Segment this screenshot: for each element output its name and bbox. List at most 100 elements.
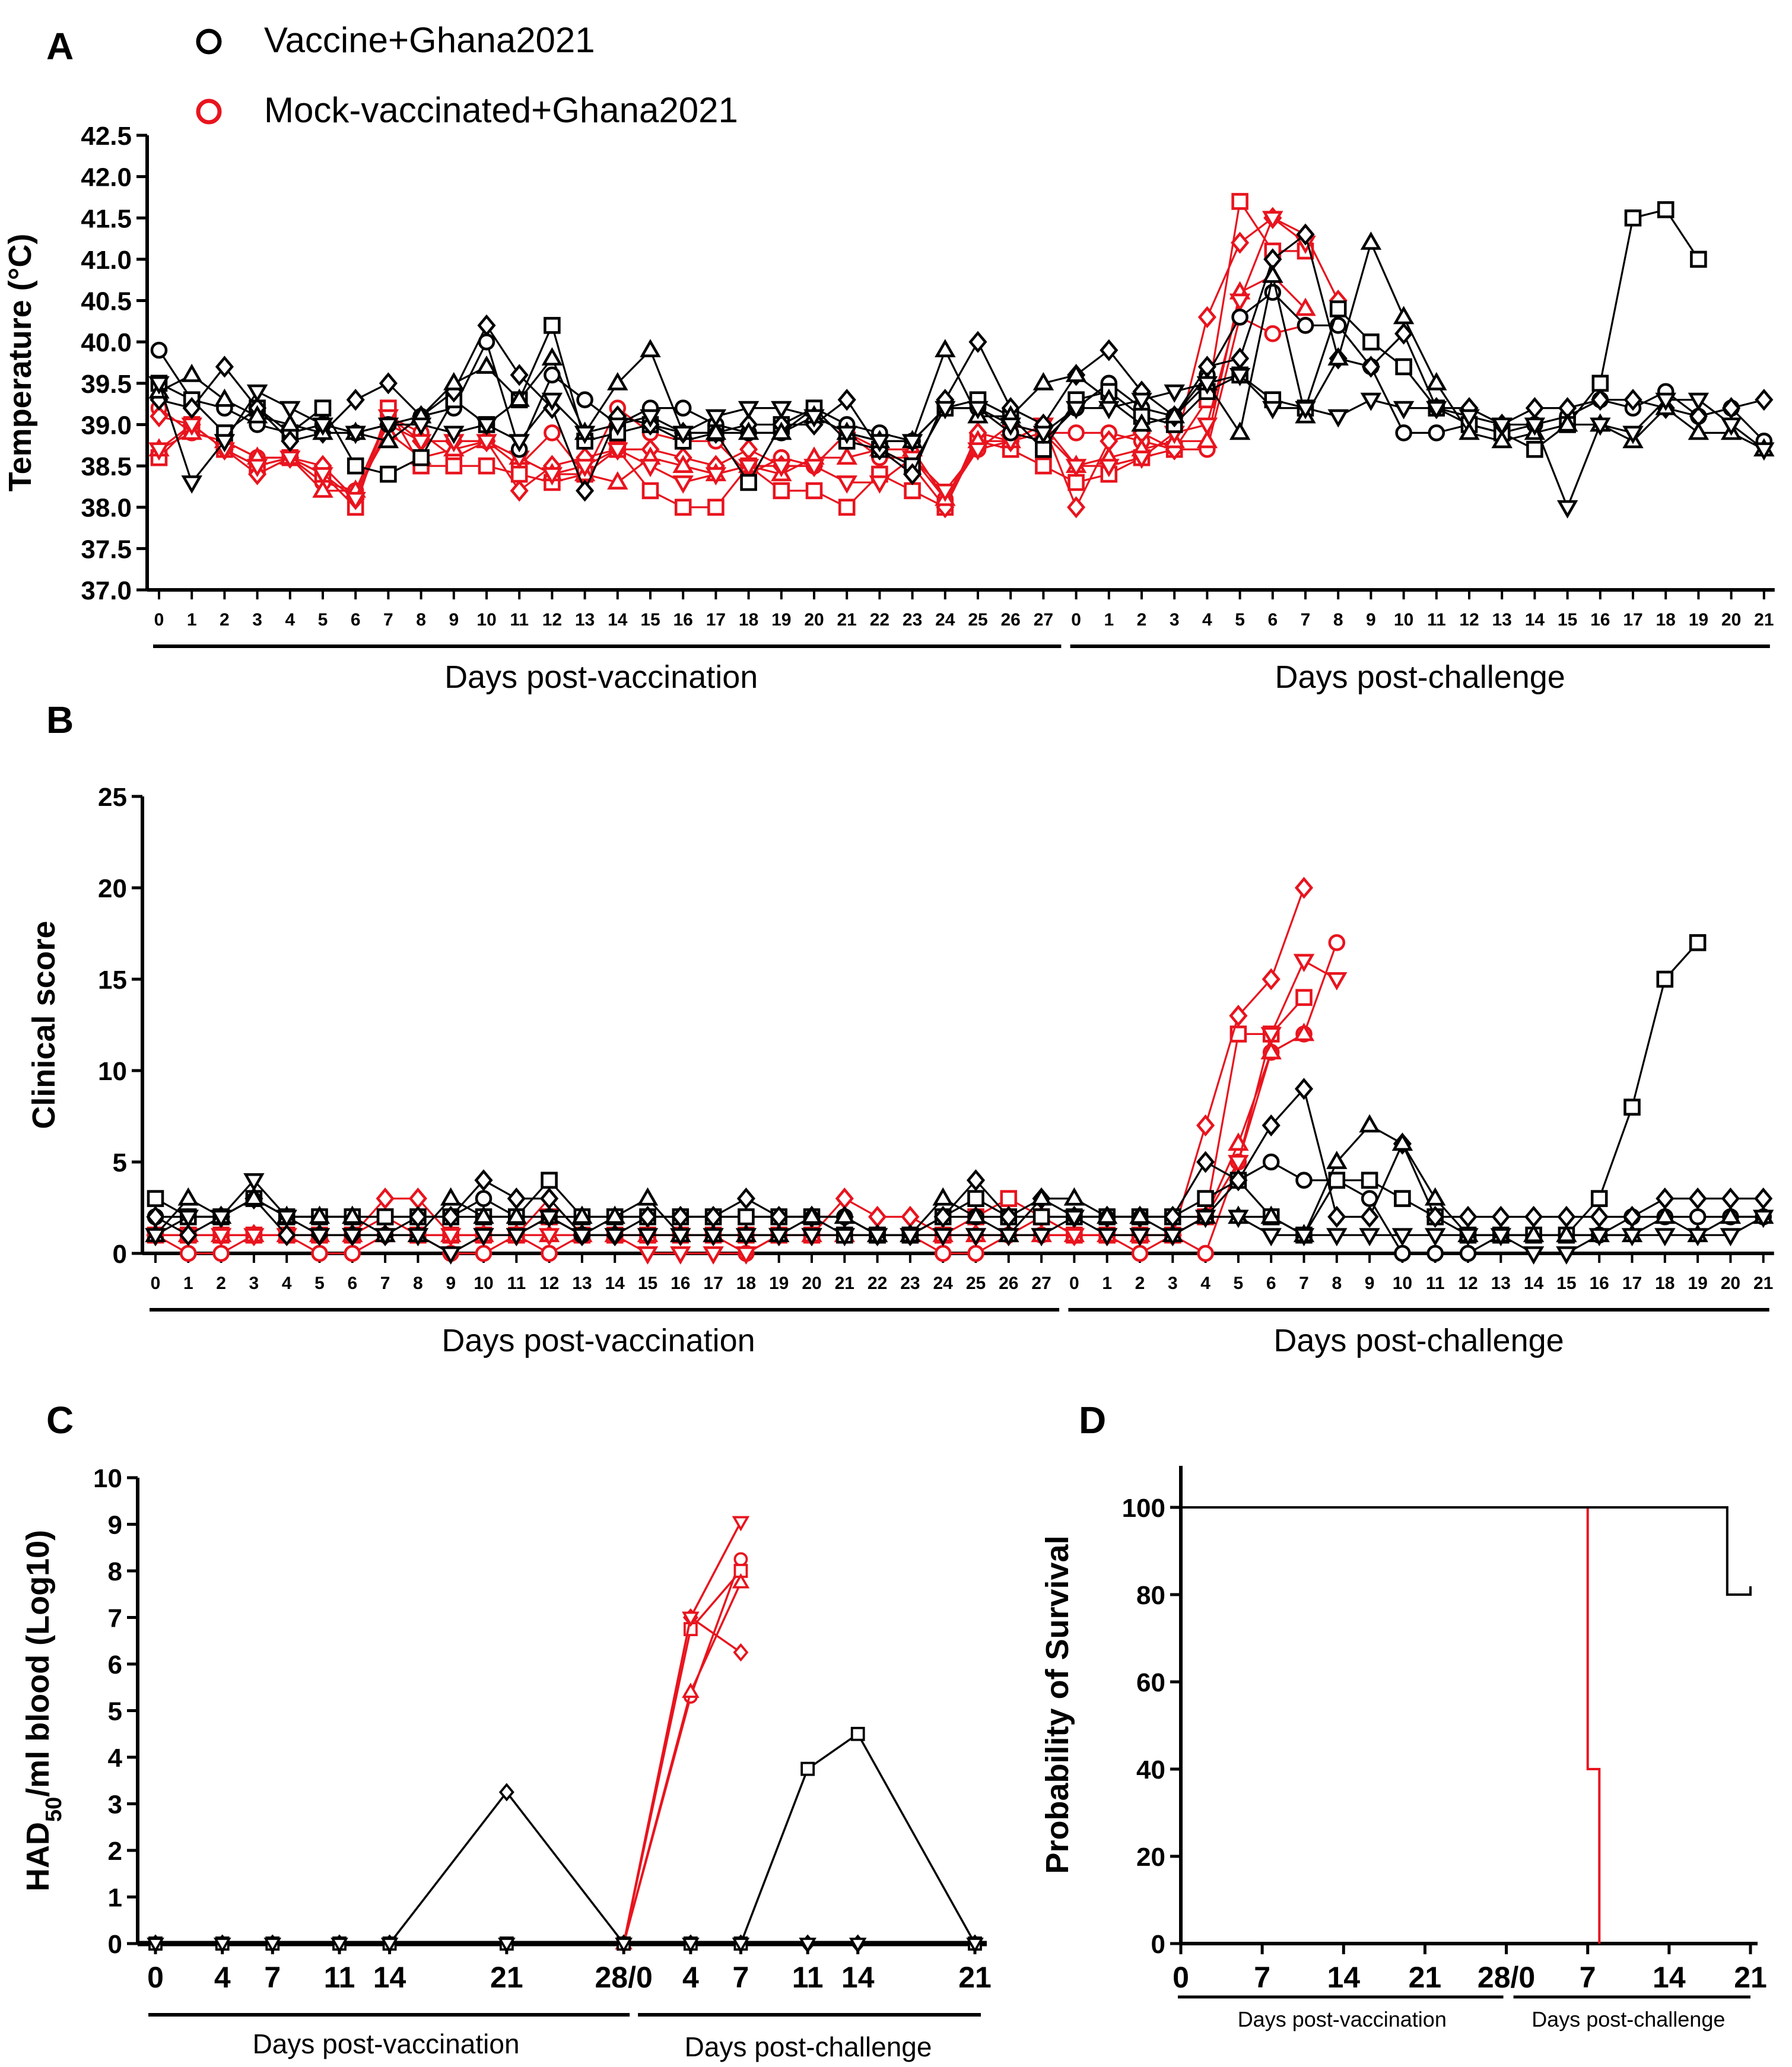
- panel-b-series-vaccine-triangle-down-point: [1391, 1228, 1413, 1247]
- panel-b-series-vaccine-diamond-point: [1656, 1188, 1675, 1210]
- panel-a-series-vaccine-triangle-down-point: [246, 384, 268, 403]
- panel-d-x-tick-label: 28/0: [1478, 1961, 1535, 1994]
- panel-c-x-tick-label: 21: [490, 1961, 523, 1994]
- legend-mock-label: Mock-vaccinated+Ghana2021: [264, 90, 738, 130]
- panel-a-series-vaccine-square-point: [1591, 374, 1609, 392]
- panel-b-series-vaccine-triangle-up-point: [1129, 1205, 1151, 1224]
- panel-c-y-label-main: HAD: [20, 1822, 56, 1891]
- panel-a-series-vaccine-diamond-point: [379, 372, 398, 395]
- panel-b-series-vaccine-square-point: [738, 1208, 755, 1225]
- panel-a-x-tick-label: 17: [1623, 610, 1642, 630]
- panel-b-series-vaccine-triangle-down-point: [571, 1228, 593, 1247]
- panel-a-x-tick-label: 17: [706, 610, 726, 630]
- panel-c-challenge-label: Days post-challenge: [685, 2031, 932, 2062]
- panel-a-series-mock-circle-point: [1067, 424, 1085, 442]
- panel-b-series-vaccine-triangle-down-point: [900, 1228, 921, 1247]
- panel-d-y-tick-label: 40: [1136, 1755, 1165, 1785]
- panel-a-x-tick-label: 21: [1754, 610, 1774, 630]
- panel-a-x-tick-label: 25: [968, 610, 987, 630]
- panel-b-series-mock-diamond-point: [901, 1205, 920, 1228]
- panel-a-series-vaccine-triangle-up-point: [1262, 264, 1283, 283]
- panel-b-series-mock-circle-point: [934, 1244, 952, 1262]
- panel-a-x-tick-label: 3: [1170, 610, 1180, 630]
- panel-a-series-mock-triangle-down-point: [640, 459, 661, 478]
- panel-a-series-mock-triangle-down-point: [771, 459, 792, 478]
- panel-b-series-mock-diamond-point: [1196, 1114, 1215, 1136]
- panel-b-x-tick-label: 3: [1168, 1274, 1178, 1293]
- panel-b-series-mock-triangle-down-point: [637, 1246, 659, 1265]
- panel-b-series-vaccine-diamond-point: [1426, 1205, 1445, 1228]
- panel-a-series-mock-triangle-down-point: [935, 483, 956, 502]
- panel-a-x-tick-label: 0: [1071, 610, 1081, 630]
- panel-a-series-mock-circle-point: [1264, 325, 1282, 342]
- panel-a-series-mock-triangle-down-point: [672, 475, 694, 494]
- panel-b-y-tick-label: 15: [98, 966, 127, 995]
- panel-b-series-mock-triangle-up-point: [1293, 1023, 1315, 1042]
- panel-a-series-vaccine-triangle-down-point: [1164, 384, 1185, 403]
- panel-a-x-tick-label: 14: [608, 610, 628, 630]
- panel-a-series-vaccine-diamond-point: [1296, 223, 1315, 246]
- panel-b-series-vaccine-triangle-down-point: [210, 1209, 232, 1228]
- panel-c-series-vaccine-triangle-down-point: [331, 1938, 348, 1953]
- panel-a-series-vaccine-diamond-point: [837, 389, 856, 411]
- panel-b-series-vaccine-triangle-down-point: [703, 1228, 724, 1247]
- panel-a-series-vaccine-triangle-down-point: [476, 417, 497, 436]
- panel-b-x-tick-label: 2: [216, 1274, 226, 1293]
- panel-a-series-mock-square-point: [674, 499, 692, 516]
- panel-a-y-tick-label: 40.0: [81, 328, 132, 357]
- panel-a-x-tick-label: 7: [383, 610, 393, 630]
- panel-b-series-vaccine-diamond-point: [1262, 1114, 1281, 1136]
- panel-a-series-vaccine-triangle-down-point: [1655, 392, 1676, 411]
- panel-b-x-tick-label: 12: [539, 1274, 559, 1293]
- panel-c-y-tick-label: 5: [108, 1697, 122, 1726]
- panel-b-series-vaccine-triangle-down-point: [932, 1228, 954, 1247]
- panel-c-series-vaccine-square-point: [800, 1761, 815, 1776]
- panel-a-series-vaccine-triangle-up-point: [607, 372, 628, 390]
- panel-a-series-vaccine-triangle-down-point: [345, 426, 366, 444]
- panel-a-series-vaccine-square-point: [1362, 333, 1380, 351]
- panel-b-series-vaccine-triangle-down-point: [243, 1173, 265, 1192]
- panel-b-x-tick-label: 5: [1234, 1274, 1244, 1293]
- panel-a-series-vaccine-diamond-point: [576, 480, 595, 502]
- panel-c-y-label-rest: /ml blood (Log10): [20, 1530, 56, 1797]
- panel-c-series-vaccine-triangle-down-point: [213, 1938, 231, 1953]
- panel-a-series-mock-triangle-down-point: [148, 442, 170, 461]
- panel-a-series-mock-triangle-down-point: [312, 467, 333, 485]
- panel-b-series-mock-diamond-point: [1294, 877, 1314, 899]
- panel-d-x-tick-label: 7: [1580, 1961, 1596, 1994]
- panel-d-challenge-label: Days post-challenge: [1532, 2007, 1725, 2031]
- panel-d-x-tick-label: 14: [1653, 1961, 1686, 1994]
- panel-a-series-vaccine-triangle-down-point: [1196, 376, 1218, 395]
- panel-b-series-vaccine-triangle-up-point: [1359, 1114, 1380, 1133]
- panel-b-series-vaccine-triangle-down-point: [866, 1228, 888, 1247]
- panel-b-y-tick-label: 0: [113, 1240, 127, 1269]
- panel-a-y-tick-label: 42.5: [81, 122, 132, 151]
- panel-c-series-vaccine-triangle-down-point: [147, 1938, 164, 1953]
- panel-a-series-mock-triangle-up-point: [312, 479, 333, 498]
- panel-b-x-tick-label: 3: [249, 1274, 259, 1293]
- panel-a-series-mock-triangle-down-point: [1065, 459, 1087, 478]
- panel-b-series-vaccine-triangle-down-point: [145, 1228, 166, 1247]
- panel-a-series-vaccine-triangle-down-point: [279, 401, 301, 420]
- panel-a-series-vaccine-triangle-up-point: [1491, 430, 1513, 449]
- panel-a-series-vaccine-triangle-down-point: [771, 401, 792, 420]
- panel-c-x-tick-label: 7: [264, 1961, 281, 1994]
- panel-a-series-vaccine-diamond-point: [281, 430, 300, 452]
- panel-b-x-tick-label: 14: [605, 1274, 625, 1293]
- panel-b-x-tick-label: 8: [1332, 1274, 1342, 1293]
- panel-b-x-tick-label: 25: [966, 1274, 986, 1293]
- panel-a-series-vaccine-diamond-point: [1755, 389, 1774, 411]
- panel-b-series-vaccine-triangle-up-line: [154, 1124, 1764, 1236]
- panel-a-x-tick-label: 4: [1202, 610, 1212, 630]
- panel-a-series-mock-square-point: [838, 499, 856, 516]
- panel-a-x-tick-label: 1: [1104, 610, 1114, 630]
- panel-a-series-mock-triangle-down-point: [1131, 450, 1152, 469]
- panel-b-series-vaccine-diamond-point: [638, 1205, 657, 1228]
- panel-b-x-tick-label: 8: [413, 1274, 423, 1293]
- panel-a-series-vaccine-diamond-point: [1591, 389, 1610, 411]
- panel-a-x-tick-label: 11: [1427, 610, 1446, 630]
- panel-a-x-tick-label: 23: [903, 610, 922, 630]
- panel-b-series-vaccine-circle-point: [1394, 1244, 1411, 1262]
- panel-a-series-vaccine-triangle-up-point: [1360, 231, 1382, 250]
- panel-b-series-vaccine-triangle-up-point: [571, 1205, 593, 1224]
